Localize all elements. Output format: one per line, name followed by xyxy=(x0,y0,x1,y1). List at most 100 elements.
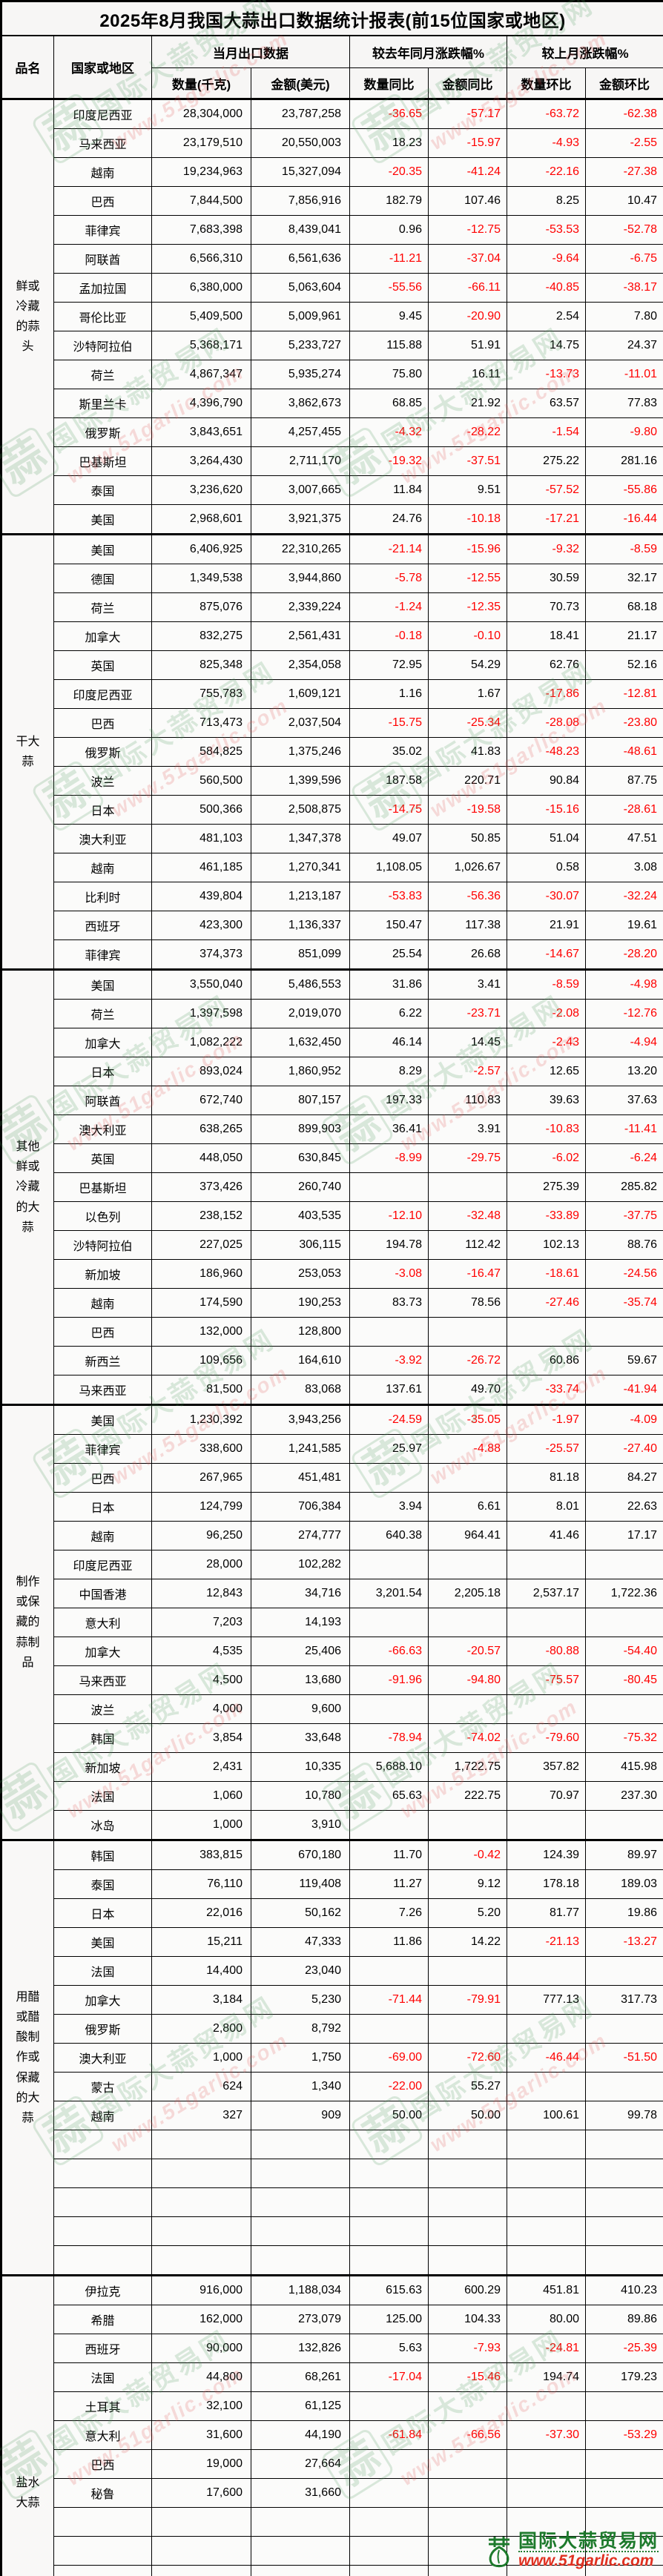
table-row: 法国 1,060 10,780 65.63 222.75 70.97 237.30 xyxy=(1,1781,663,1811)
change-cell: -21.13 xyxy=(507,1927,586,1957)
country-cell: 哥伦比亚 xyxy=(53,302,152,331)
change-cell: -3.92 xyxy=(349,1346,429,1375)
value-cell: 186,960 xyxy=(151,1259,251,1289)
change-cell: 11.84 xyxy=(349,475,429,505)
change-cell: 18.41 xyxy=(507,621,586,651)
value-cell: 32,100 xyxy=(151,2391,251,2421)
col-header-current-month: 当月出口数据 xyxy=(151,35,350,68)
change-cell: 24.37 xyxy=(584,331,663,360)
table-row: 日本 893,024 1,860,952 8.29 -2.57 12.65 13.20 xyxy=(1,1057,663,1086)
change-cell: 59.67 xyxy=(584,1346,663,1375)
table-row: 韩国 3,854 33,648 -78.94 -74.02 -79.60 -75.32 xyxy=(1,1723,663,1753)
change-cell: -66.11 xyxy=(428,273,507,303)
change-cell: -66.56 xyxy=(428,2420,507,2450)
change-cell: 89.97 xyxy=(584,1839,663,1870)
header-group-row: 品名 国家或地区 当月出口数据 较去年同月涨跌幅% 较上月涨跌幅% xyxy=(1,35,663,99)
value-cell: 13,680 xyxy=(251,1665,350,1695)
table-row: 干大蒜 美国 6,406,925 22,310,265 -21.14 -15.96 -9.3… xyxy=(1,533,663,970)
col-header-qty-mom: 数量环比 xyxy=(507,67,586,100)
change-cell: 51.91 xyxy=(428,331,507,360)
country-cell: 巴西 xyxy=(53,1463,152,1493)
change-cell: 36.41 xyxy=(349,1114,429,1144)
change-cell: -22.16 xyxy=(507,157,586,187)
change-cell: 117.38 xyxy=(428,911,507,940)
table-row xyxy=(1,2130,663,2159)
change-cell: 281.16 xyxy=(584,446,663,476)
change-cell: -55.56 xyxy=(349,273,429,303)
col-header-country: 国家或地区 xyxy=(53,35,152,99)
change-cell xyxy=(428,2449,507,2479)
change-cell: 26.68 xyxy=(428,939,507,970)
value-cell: 893,024 xyxy=(151,1057,251,1086)
change-cell: -25.34 xyxy=(428,708,507,738)
change-cell: 99.78 xyxy=(584,2101,663,2130)
change-cell: -26.72 xyxy=(428,1346,507,1375)
value-cell: 439,804 xyxy=(151,882,251,911)
change-cell: 100.61 xyxy=(507,2101,586,2130)
value-cell: 916,000 xyxy=(151,2274,251,2305)
value-cell: 15,327,094 xyxy=(251,157,350,187)
change-cell: 1,026.67 xyxy=(428,853,507,882)
change-cell: 70.97 xyxy=(507,1781,586,1811)
change-cell: -20.57 xyxy=(428,1637,507,1666)
change-cell xyxy=(349,2159,429,2188)
table-body: 鲜或冷藏的蒜头 印度尼西亚 28,304,000 23,787,258 -36.65 -5… xyxy=(1,98,663,2576)
change-cell: 88.76 xyxy=(584,1230,663,1260)
value-cell: 2,561,431 xyxy=(251,621,350,651)
change-cell: 81.18 xyxy=(507,1463,586,1493)
value-cell: 1,609,121 xyxy=(251,679,350,709)
value-cell: 14,400 xyxy=(151,1956,251,1986)
table-row: 意大利 7,203 14,193 xyxy=(1,1608,663,1637)
country-cell: 印度尼西亚 xyxy=(53,679,152,709)
change-cell xyxy=(584,1956,663,1986)
change-cell: -11.41 xyxy=(584,1114,663,1144)
change-cell: 194.78 xyxy=(349,1230,429,1260)
table-row: 越南 327 909 50.00 50.00 100.61 99.78 xyxy=(1,2101,663,2130)
change-cell: -22.00 xyxy=(349,2072,429,2101)
change-cell: -53.53 xyxy=(507,215,586,245)
value-cell: 44,190 xyxy=(251,2420,350,2450)
change-cell: 5.63 xyxy=(349,2334,429,2363)
value-cell: 638,265 xyxy=(151,1114,251,1144)
table-row: 巴西 19,000 27,664 xyxy=(1,2449,663,2479)
value-cell: 23,040 xyxy=(251,1956,350,1986)
value-cell: 1,136,337 xyxy=(251,911,350,940)
table-row xyxy=(1,2565,663,2576)
value-cell: 7,844,500 xyxy=(151,186,251,216)
change-cell xyxy=(349,2391,429,2421)
country-cell: 澳大利亚 xyxy=(53,1114,152,1144)
product-name-cell: 制作或保藏的蒜制品 xyxy=(1,1404,54,1840)
change-cell: 14.22 xyxy=(428,1927,507,1957)
value-cell: 25,406 xyxy=(251,1637,350,1666)
country-cell: 日本 xyxy=(53,795,152,825)
change-cell: 49.07 xyxy=(349,824,429,853)
change-cell: 220.71 xyxy=(428,766,507,796)
value-cell: 31,660 xyxy=(251,2478,350,2508)
country-cell: 菲律宾 xyxy=(53,939,152,970)
country-cell: 荷兰 xyxy=(53,592,152,622)
country-cell: 沙特阿拉伯 xyxy=(53,331,152,360)
change-cell: -63.72 xyxy=(507,98,586,129)
change-cell: -7.93 xyxy=(428,2334,507,2363)
value-cell: 83,068 xyxy=(251,1375,350,1405)
change-cell: 84.27 xyxy=(584,1463,663,1493)
value-cell: 4,257,455 xyxy=(251,417,350,447)
change-cell: -20.35 xyxy=(349,157,429,187)
table-row: 法国 44,800 68,261 -17.04 -15.46 194.74 179.23 xyxy=(1,2362,663,2392)
change-cell: -28.61 xyxy=(584,795,663,825)
value-cell: 4,396,790 xyxy=(151,389,251,418)
table-row: 斯里兰卡 4,396,790 3,862,673 68.85 21.92 63.57 77.… xyxy=(1,389,663,418)
country-cell xyxy=(53,2536,152,2566)
change-cell: 275.39 xyxy=(507,1172,586,1202)
change-cell xyxy=(507,2507,586,2537)
value-cell: 1,349,538 xyxy=(151,564,251,593)
table-row xyxy=(1,2187,663,2217)
value-cell: 15,211 xyxy=(151,1927,251,1957)
value-cell: 19,234,963 xyxy=(151,157,251,187)
table-row: 荷兰 4,867,347 5,935,274 75.80 16.11 -13.73 -11.… xyxy=(1,360,663,389)
change-cell: -15.75 xyxy=(349,708,429,738)
table-row: 荷兰 875,076 2,339,224 -1.24 -12.35 70.73 68.18 xyxy=(1,592,663,622)
change-cell: 50.85 xyxy=(428,824,507,853)
value-cell: 327 xyxy=(151,2101,251,2130)
change-cell: -8.99 xyxy=(349,1143,429,1173)
